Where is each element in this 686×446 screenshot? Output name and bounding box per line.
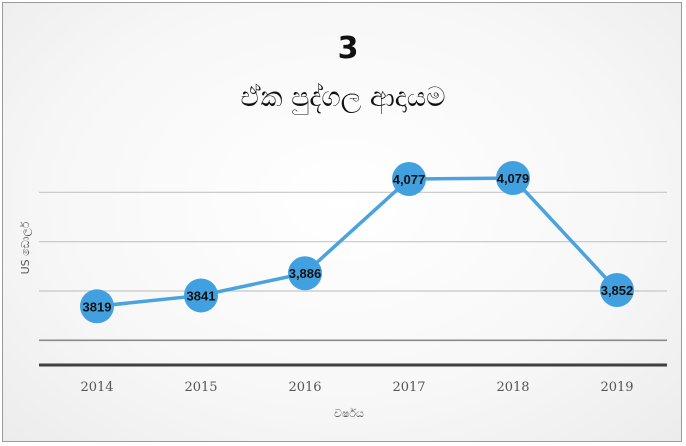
gridlines — [39, 191, 667, 342]
data-point-2015 — [184, 278, 218, 313]
chart-number: 3 — [338, 31, 359, 66]
data-point-2016 — [288, 256, 322, 291]
data-label-2018: 4,079 — [497, 171, 530, 186]
data-label-2014: 3819 — [83, 299, 112, 314]
x-tick-2019: 2019 — [600, 380, 633, 395]
x-tick-2017: 2017 — [392, 380, 425, 395]
x-tick-2014: 2014 — [80, 380, 113, 395]
x-tick-labels: 2014 2015 2016 2017 2018 2019 — [80, 380, 633, 395]
chart-title: ඒක පුද්ගල ආදායම — [240, 82, 445, 115]
data-label-2017: 4,077 — [393, 172, 426, 187]
data-point-2014 — [80, 289, 114, 324]
data-label-2015: 3841 — [187, 288, 216, 303]
x-tick-2018: 2018 — [496, 380, 529, 395]
series-group: 3819 3841 3,886 4,077 4,079 3,852 — [80, 161, 634, 324]
data-label-2016: 3,886 — [289, 266, 322, 281]
data-point-2019 — [600, 273, 634, 308]
data-label-2019: 3,852 — [601, 283, 634, 298]
series-line-0 — [96, 176, 619, 309]
y-axis-label: US ඩොලර් — [19, 221, 33, 274]
data-point-2018 — [496, 161, 530, 196]
data-point-2017 — [392, 162, 426, 197]
x-tick-2015: 2015 — [184, 380, 217, 395]
chart-frame: 3 ඒක පුද්ගල ආදායම 2014 2015 2016 2017 2018 20… — [2, 2, 682, 442]
x-tick-2016: 2016 — [288, 380, 321, 395]
line-chart: 3 ඒක පුද්ගල ආදායම 2014 2015 2016 2017 2018 20… — [19, 31, 667, 420]
x-axis-label: වර්ෂය — [334, 407, 364, 420]
